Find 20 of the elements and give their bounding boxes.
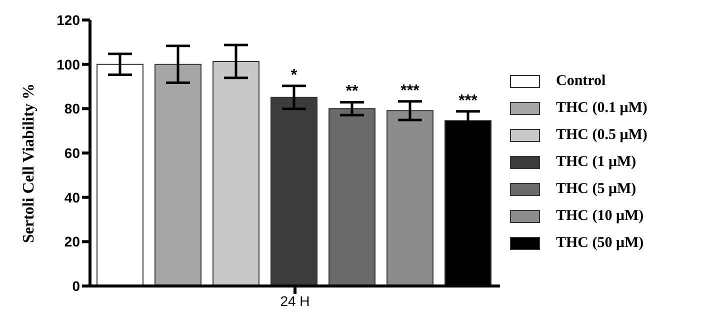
y-tick-label: 0 (72, 278, 80, 294)
legend-label: Control (556, 72, 606, 90)
annotation: ** (346, 83, 359, 100)
y-tick-label: 40 (64, 189, 80, 206)
legend-label: THC (0.1 μM) (556, 100, 648, 116)
legend-label: THC (10 μM) (556, 208, 644, 224)
y-axis-title: Sertoli Cell Viability % (20, 83, 38, 243)
y-tick-label: 80 (64, 100, 80, 117)
annotation: *** (400, 82, 420, 100)
annotation: *** (458, 92, 478, 110)
y-tick-label: 100 (56, 56, 80, 72)
legend-label: THC (50 μM) (556, 234, 644, 252)
y-tick-label: 120 (56, 12, 80, 28)
y-tick-label: 20 (64, 234, 80, 250)
y-tick-label: 60 (64, 144, 80, 161)
annotation: * (290, 66, 298, 84)
legend-label: THC (5 μM) (556, 180, 636, 198)
legend-label: THC (0.5 μM) (556, 126, 648, 144)
x-tick-label: 24 H (280, 292, 310, 309)
legend-label: THC (1 μM) (556, 154, 636, 170)
